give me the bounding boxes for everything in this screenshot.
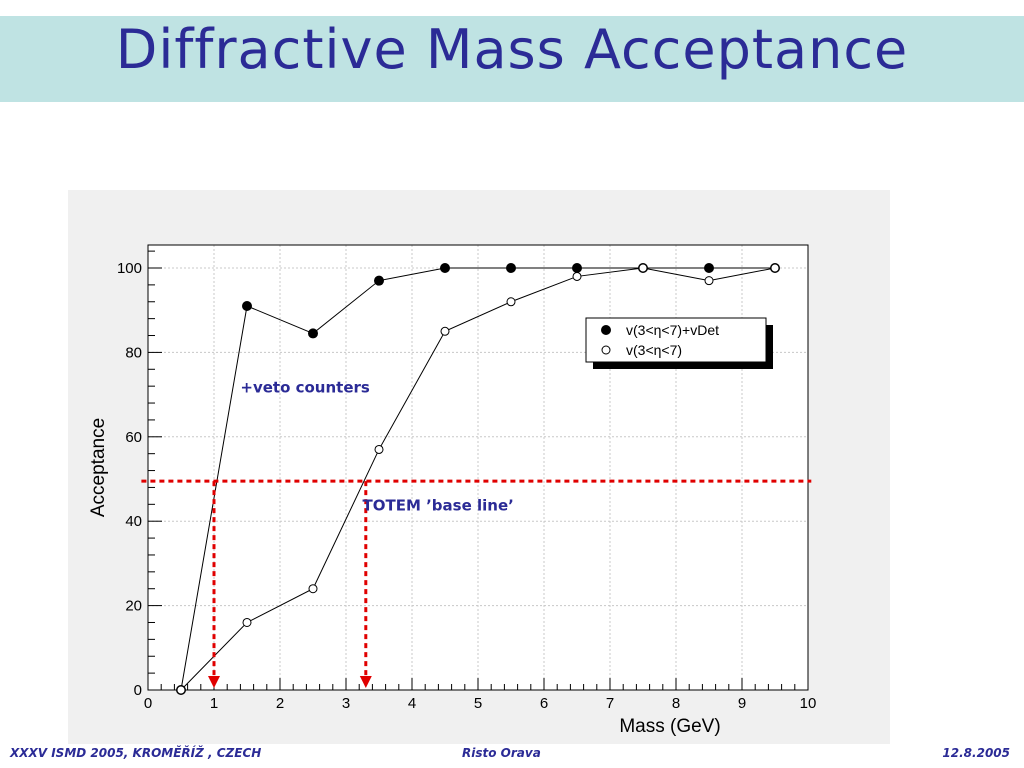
x-tick-label: 7 [606,695,614,712]
x-tick-label: 2 [276,695,284,712]
legend-marker-2 [601,345,611,355]
legend-label-1: v(3<η<7)+vDet [626,322,719,338]
legend-marker-1 [601,325,611,335]
x-tick-label: 5 [474,695,482,712]
y-tick-label: 40 [125,513,142,530]
data-point-series-1 [242,300,252,311]
series-line-1 [180,267,775,691]
y-tick-label: 20 [125,598,142,615]
y-tick-label: 60 [125,429,142,446]
footer-conference: XXXV ISMD 2005, KROMĚŘÍŽ , CZECH [10,746,262,760]
data-point-series-2 [374,444,384,454]
data-point-series-1 [506,263,516,273]
y-axis-title: Acceptance [88,418,109,517]
arrow-head [208,676,220,688]
data-point-series-2 [176,685,186,695]
y-tick-label: 0 [134,682,142,699]
x-tick-label: 8 [672,695,680,712]
data-point-series-2 [638,263,648,273]
data-point-series-2 [242,617,252,627]
series-line-2 [180,267,776,691]
x-axis-title: Mass (GeV) [619,716,720,737]
data-point-series-2 [308,584,318,594]
footer-author: Risto Orava [462,746,541,760]
x-tick-label: 1 [210,695,218,712]
totem-baseline-label: TOTEM ’base line’ [363,497,514,515]
data-point-series-2 [572,271,582,281]
x-tick-label: 3 [342,695,350,712]
data-point-series-2 [770,263,780,273]
data-point-series-2 [704,276,714,286]
x-tick-label: 6 [540,695,548,712]
data-point-series-1 [440,263,450,273]
data-point-series-1 [572,263,582,273]
data-point-series-1 [308,328,318,339]
legend-box [585,317,767,363]
data-point-series-1 [704,263,714,273]
data-point-series-2 [440,326,450,336]
y-tick-label: 80 [125,344,142,361]
title-bar [0,16,1024,102]
y-tick-label: 100 [117,260,142,277]
x-tick-label: 0 [144,695,152,712]
x-tick-label: 4 [408,695,416,712]
slide-title: Diffractive Mass Acceptance [115,18,909,81]
veto-counters-label: +veto counters [240,378,370,396]
arrow-head [359,676,372,688]
data-point-series-2 [506,297,516,307]
x-tick-label: 10 [800,695,817,712]
footer-date: 12.8.2005 [942,746,1010,760]
data-point-series-1 [374,275,384,286]
legend-label-2: v(3<η<7) [626,342,682,358]
x-tick-label: 9 [738,695,746,712]
